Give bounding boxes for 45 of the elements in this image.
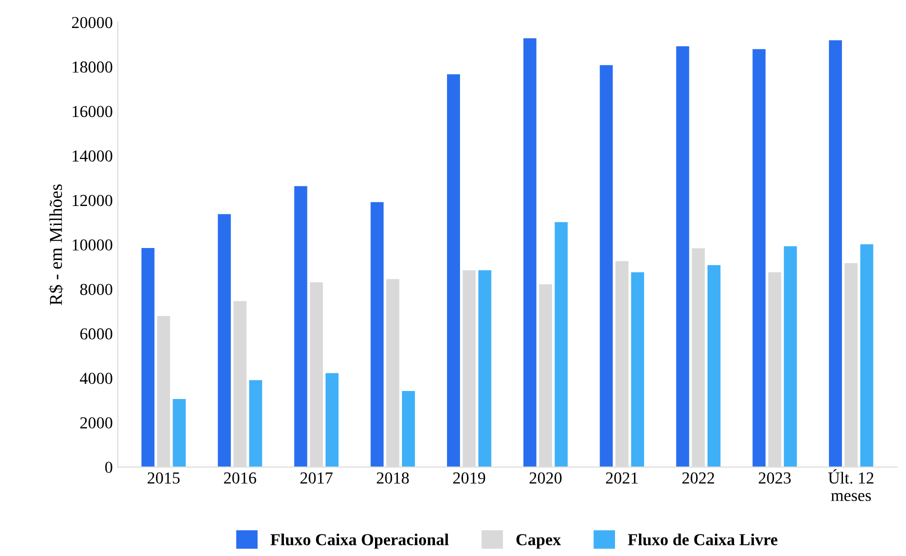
y-tick-label: 8000 [80, 284, 112, 296]
x-tick-label: 2015 [148, 472, 180, 484]
bar [478, 270, 492, 468]
y-tick-label: 20000 [72, 16, 112, 28]
bar [172, 398, 186, 468]
bar [752, 49, 766, 468]
bar [707, 265, 720, 468]
bar [828, 40, 842, 468]
bar [554, 222, 568, 468]
bar [249, 380, 262, 468]
x-tick-label: 2022 [682, 472, 714, 484]
y-tick-label: 6000 [80, 328, 112, 340]
legend-label: Fluxo de Caixa Livre [628, 534, 778, 546]
bar [784, 246, 797, 468]
x-tick-label: 2018 [376, 472, 409, 484]
legend-label: Capex [516, 534, 561, 549]
y-tick-label: 0 [105, 462, 112, 473]
bar [676, 46, 690, 468]
bar [326, 373, 339, 468]
legend-label: Fluxo Caixa Operacional [270, 534, 449, 549]
bar [402, 390, 415, 468]
y-tick-label: 4000 [80, 372, 112, 384]
bar [600, 65, 613, 468]
x-tick-label: 2021 [606, 472, 638, 484]
bar [370, 202, 384, 468]
x-tick-label: 2023 [758, 472, 791, 484]
y-tick-label: 10000 [72, 239, 112, 251]
bar [523, 38, 536, 468]
x-tick-label: 2017 [300, 472, 333, 484]
bar [294, 186, 308, 468]
y-tick-label: 14000 [72, 150, 112, 162]
bar [141, 248, 154, 468]
x-tick-label: 2019 [453, 472, 486, 484]
x-tick-label: Últ. 12 meses [828, 469, 874, 502]
bar [860, 244, 874, 468]
y-axis-title: R$ - em Milhões [48, 184, 64, 306]
y-tick-label: 2000 [80, 417, 112, 429]
y-tick-label: 12000 [72, 194, 112, 206]
y-tick-label: 18000 [72, 61, 112, 73]
bar [218, 214, 231, 468]
y-tick-label: 16000 [72, 106, 112, 118]
x-tick-label: 2020 [530, 472, 562, 484]
bar [447, 74, 460, 468]
x-tick-label: 2016 [224, 472, 256, 484]
bar [631, 272, 644, 468]
